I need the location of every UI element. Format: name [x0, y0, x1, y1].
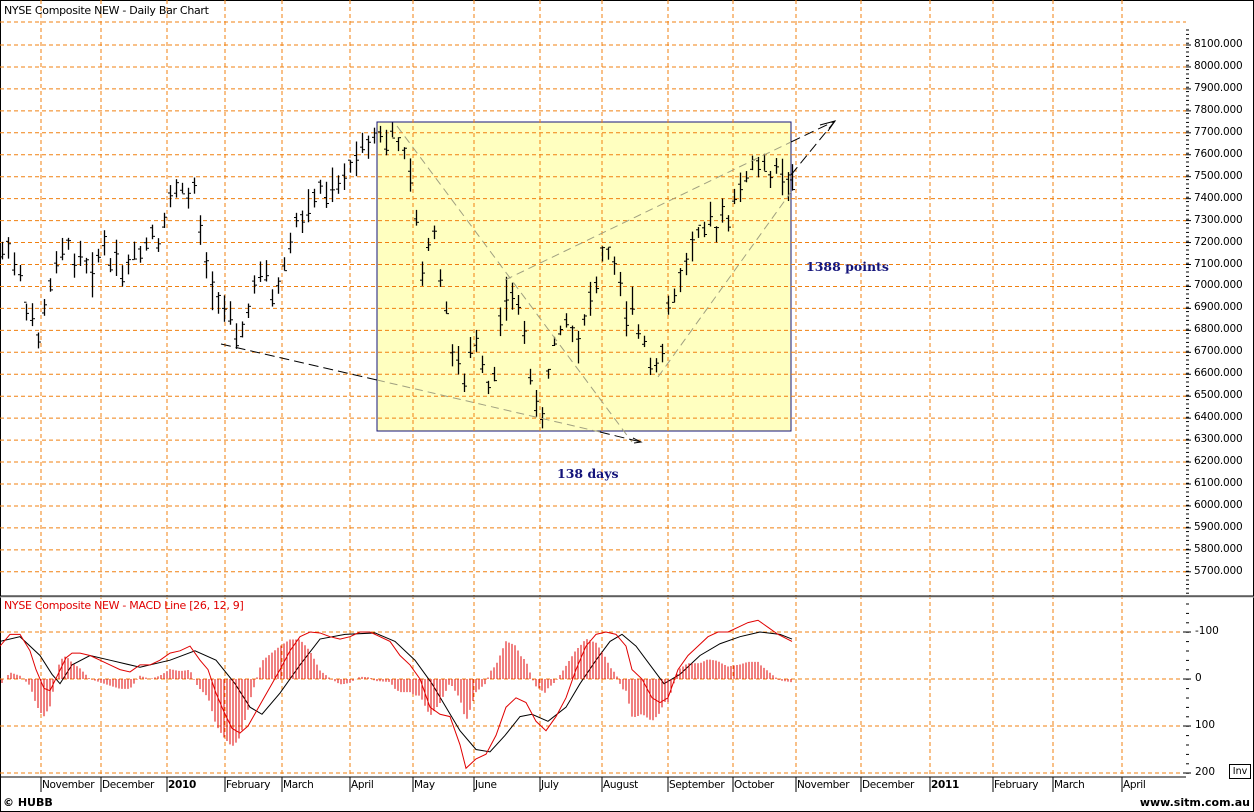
- month-label: 2010: [168, 779, 197, 791]
- month-label: July: [541, 779, 559, 791]
- macd-axis-label: 200: [1195, 766, 1216, 778]
- month-label: November: [797, 779, 850, 791]
- price-axis-label: 7300.000: [1194, 213, 1243, 226]
- price-axis-label: 7600.000: [1194, 147, 1243, 160]
- macd-axis-label: 100: [1195, 719, 1216, 731]
- month-label: February: [226, 779, 271, 791]
- price-axis-label: 7000.000: [1194, 279, 1243, 292]
- price-axis-label: 6600.000: [1194, 367, 1243, 380]
- month-label: August: [603, 779, 638, 791]
- copyright-text: © HUBB: [3, 796, 53, 809]
- macd-histogram: [1, 639, 792, 746]
- macd-line: [0, 619, 793, 770]
- month-label: June: [475, 779, 497, 791]
- website-link[interactable]: www.sitm.com.au: [1139, 796, 1250, 809]
- price-axis-label: 6700.000: [1194, 345, 1243, 358]
- invert-axis-button[interactable]: Inv: [1229, 764, 1251, 779]
- price-axis-label: 8100.000: [1194, 38, 1243, 50]
- price-axis-label: 6000.000: [1194, 498, 1243, 511]
- month-label: 2011: [931, 779, 960, 791]
- days-annotation: 138 days: [557, 466, 619, 481]
- price-axis-label: 7700.000: [1194, 125, 1243, 138]
- price-axis-label: 6800.000: [1194, 323, 1243, 336]
- price-axis-label: 8000.000: [1194, 59, 1243, 72]
- month-label: March: [1054, 779, 1085, 791]
- price-axis-label: 5900.000: [1194, 520, 1243, 533]
- macd-chart-title: NYSE Composite NEW - MACD Line [26, 12, …: [4, 599, 244, 612]
- price-axis-label: 5800.000: [1194, 542, 1243, 555]
- month-label: December: [102, 779, 155, 791]
- signal-line: [0, 631, 793, 753]
- price-axis-label: 7900.000: [1194, 81, 1243, 94]
- price-axis-label: 7500.000: [1194, 169, 1243, 182]
- month-label: October: [734, 779, 774, 791]
- price-axis-label: 7100.000: [1194, 257, 1243, 270]
- month-label: November: [42, 779, 95, 791]
- price-axis-label: 6300.000: [1194, 433, 1243, 446]
- price-chart-title: NYSE Composite NEW - Daily Bar Chart: [4, 4, 209, 17]
- price-axis-label: 7400.000: [1194, 191, 1243, 204]
- month-label: April: [351, 779, 374, 791]
- macd-axis-label: 0: [1195, 672, 1202, 684]
- month-label: April: [1123, 779, 1146, 791]
- highlight-box: [376, 121, 792, 432]
- points-annotation: 1388 points: [806, 259, 889, 274]
- month-label: September: [669, 779, 725, 791]
- price-axis-label: 6200.000: [1194, 455, 1243, 468]
- month-label: May: [414, 779, 435, 791]
- price-bars: [0, 122, 795, 429]
- price-axis-label: 6100.000: [1194, 477, 1243, 489]
- price-axis-label: 7800.000: [1194, 103, 1243, 116]
- price-axis-label: 6500.000: [1194, 389, 1243, 402]
- trend-lines: [220, 120, 837, 444]
- month-label: December: [862, 779, 915, 791]
- month-label: February: [994, 779, 1039, 791]
- price-axis-label: 6900.000: [1194, 301, 1243, 314]
- price-axis-label: 5700.000: [1194, 564, 1243, 577]
- price-axis-label: 7200.000: [1194, 235, 1243, 248]
- month-label: March: [283, 779, 314, 791]
- price-axis-label: 6400.000: [1194, 411, 1243, 424]
- macd-axis-label: -100: [1195, 625, 1219, 637]
